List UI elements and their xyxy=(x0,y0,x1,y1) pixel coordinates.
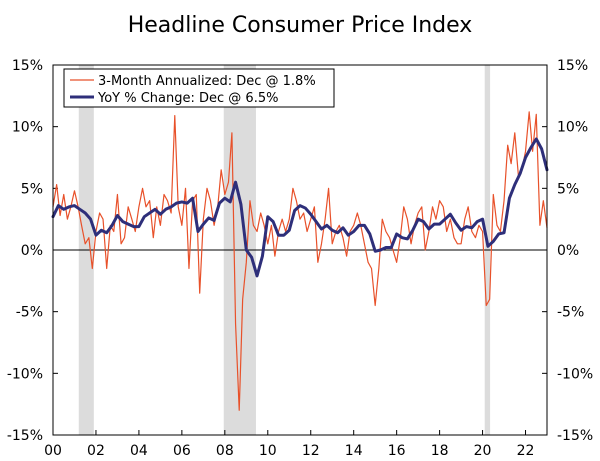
y-tick-label-right-1: -10% xyxy=(557,366,593,382)
y-tick-label-left-6: 15% xyxy=(12,58,43,74)
y-tick-label-left-1: -10% xyxy=(7,366,43,382)
axes-group: -15% -15% -10% -10% -5% -5% 0% 0% 5% 5% 10% 10% 15% 1… xyxy=(7,58,593,459)
y-tick-label-left-4: 5% xyxy=(21,181,43,197)
legend-label-yoy: YoY % Change: Dec @ 6.5% xyxy=(97,91,278,106)
x-tick-label-1: 02 xyxy=(87,443,105,459)
y-tick-label-right-5: 10% xyxy=(557,120,588,136)
x-tick-label-2: 04 xyxy=(130,443,148,459)
x-tick-label-4: 08 xyxy=(216,443,234,459)
series-line-yoy-change xyxy=(51,137,549,278)
x-tick-label-11: 22 xyxy=(517,443,535,459)
y-tick-label-right-0: -15% xyxy=(557,428,593,444)
y-tick-label-left-2: -5% xyxy=(16,305,43,321)
legend-label-3month: 3-Month Annualized: Dec @ 1.8% xyxy=(98,74,316,89)
plot-frame xyxy=(52,64,548,436)
x-tick-label-5: 10 xyxy=(259,443,277,459)
y-tick-label-right-2: -5% xyxy=(557,305,584,321)
x-tick-label-0: 00 xyxy=(44,443,62,459)
legend: 3-Month Annualized: Dec @ 1.8% YoY % Cha… xyxy=(63,68,335,108)
x-tick-label-8: 16 xyxy=(388,443,406,459)
y-tick-label-right-3: 0% xyxy=(557,243,579,259)
y-tick-label-left-5: 10% xyxy=(12,120,43,136)
y-tick-label-left-0: -15% xyxy=(7,428,43,444)
y-tick-label-right-4: 5% xyxy=(557,181,579,197)
x-tick-label-6: 12 xyxy=(302,443,320,459)
x-tick-label-9: 18 xyxy=(431,443,449,459)
x-tick-label-3: 06 xyxy=(173,443,191,459)
legend-box xyxy=(63,68,335,108)
series-line-3month-annualized xyxy=(52,111,548,411)
chart-title: Headline Consumer Price Index xyxy=(128,13,473,38)
x-tick-label-10: 20 xyxy=(474,443,492,459)
y-tick-label-right-6: 15% xyxy=(557,58,588,74)
x-tick-label-7: 14 xyxy=(345,443,363,459)
y-tick-label-left-3: 0% xyxy=(21,243,43,259)
series-group xyxy=(51,111,549,411)
